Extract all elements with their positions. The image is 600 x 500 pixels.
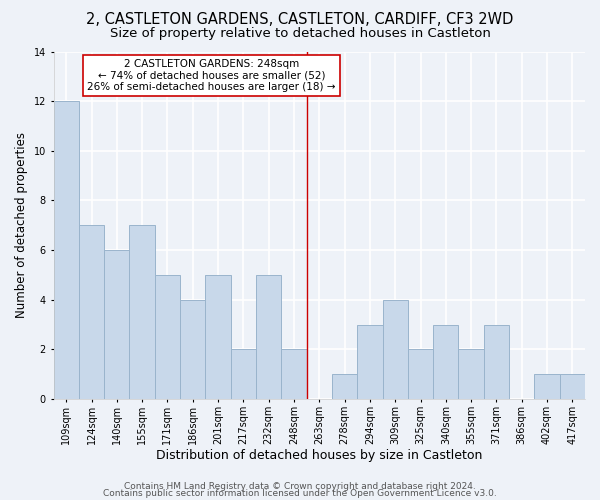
Bar xyxy=(130,226,155,399)
Bar xyxy=(281,350,307,399)
Bar xyxy=(535,374,560,399)
Bar xyxy=(408,350,433,399)
Bar xyxy=(205,275,231,399)
Text: Size of property relative to detached houses in Castleton: Size of property relative to detached ho… xyxy=(110,28,490,40)
Bar xyxy=(383,300,408,399)
Bar xyxy=(560,374,585,399)
Bar xyxy=(433,324,458,399)
Bar xyxy=(458,350,484,399)
X-axis label: Distribution of detached houses by size in Castleton: Distribution of detached houses by size … xyxy=(156,450,482,462)
Y-axis label: Number of detached properties: Number of detached properties xyxy=(15,132,28,318)
Text: 2, CASTLETON GARDENS, CASTLETON, CARDIFF, CF3 2WD: 2, CASTLETON GARDENS, CASTLETON, CARDIFF… xyxy=(86,12,514,28)
Bar xyxy=(357,324,383,399)
Bar xyxy=(104,250,130,399)
Bar xyxy=(231,350,256,399)
Text: Contains HM Land Registry data © Crown copyright and database right 2024.: Contains HM Land Registry data © Crown c… xyxy=(124,482,476,491)
Bar xyxy=(332,374,357,399)
Bar xyxy=(155,275,180,399)
Bar xyxy=(180,300,205,399)
Text: 2 CASTLETON GARDENS: 248sqm
← 74% of detached houses are smaller (52)
26% of sem: 2 CASTLETON GARDENS: 248sqm ← 74% of det… xyxy=(88,59,336,92)
Bar xyxy=(256,275,281,399)
Bar xyxy=(53,101,79,399)
Bar xyxy=(79,226,104,399)
Bar xyxy=(484,324,509,399)
Text: Contains public sector information licensed under the Open Government Licence v3: Contains public sector information licen… xyxy=(103,489,497,498)
